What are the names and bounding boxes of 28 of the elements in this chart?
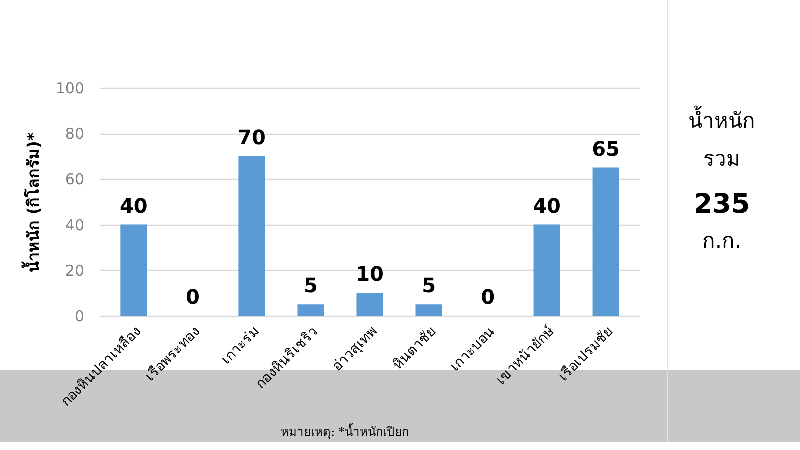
data-label: 40 — [120, 194, 148, 218]
bar — [416, 304, 442, 316]
data-label: 65 — [592, 136, 620, 161]
text: รวม — [704, 147, 740, 171]
y-axis-title: น้ำหนัก (กิโลกรัม)* — [20, 132, 43, 272]
data-label: 0 — [481, 285, 495, 309]
text: หมายเหตุ: *น้ำหนักเปียก — [281, 423, 409, 440]
y-tick-label: 20 — [65, 262, 84, 280]
bar — [356, 293, 384, 316]
text: ก.ก. — [702, 229, 742, 253]
y-tick-label: 40 — [65, 216, 84, 234]
y-tick-label: 80 — [65, 125, 84, 144]
y-tick-label: 100 — [56, 80, 84, 98]
y-tick-label: 60 — [65, 170, 84, 189]
bar — [238, 156, 266, 316]
y-tick-label: 0 — [74, 308, 84, 326]
data-label: 5 — [304, 274, 318, 298]
data-label: 5 — [422, 274, 436, 298]
data-label: 10 — [356, 262, 384, 286]
text: น้ำหนัก — [688, 106, 756, 133]
data-label: 70 — [238, 125, 266, 150]
bar — [592, 168, 620, 316]
text: 235 — [694, 189, 750, 220]
bar — [298, 304, 324, 316]
bar — [534, 224, 560, 316]
data-label: 40 — [533, 194, 561, 218]
data-label: 0 — [186, 285, 200, 309]
bar — [120, 224, 148, 316]
